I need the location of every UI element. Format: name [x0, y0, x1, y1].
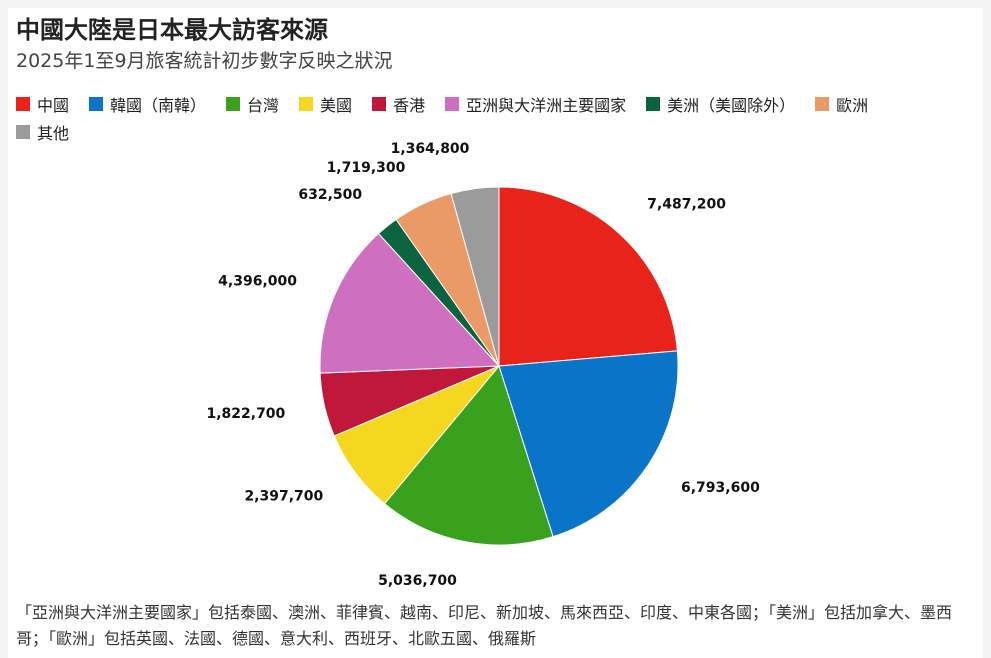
legend-item: 中國	[16, 92, 69, 116]
data-label: 5,036,700	[378, 573, 457, 589]
data-label: 7,487,200	[647, 197, 726, 213]
legend-item: 美洲（美國除外）	[646, 92, 795, 116]
data-label: 4,396,000	[218, 273, 297, 289]
legend-label: 香港	[393, 96, 426, 115]
legend-item: 歐洲	[815, 92, 868, 116]
chart: 7,487,200 6,793,600 5,036,700 2,397,700 1,82…	[206, 141, 760, 589]
legend-swatch	[646, 97, 661, 111]
legend-item: 韓國（南韓）	[89, 92, 206, 116]
data-label: 1,822,700	[206, 406, 285, 422]
legend-label: 歐洲	[836, 96, 869, 115]
legend-label: 美國	[320, 96, 353, 115]
chart-subtitle: 2025年1至9月旅客統計初步數字反映之狀況	[16, 50, 393, 72]
legend-swatch	[372, 97, 387, 111]
legend-label: 中國	[37, 96, 70, 115]
legend-label: 台灣	[247, 96, 280, 115]
data-label: 1,364,800	[391, 141, 470, 157]
legend-swatch	[815, 97, 830, 111]
legend: 中國 韓國（南韓） 台灣 美國 香港 亞洲與大洋洲主要國家 美洲（美國除外） 歐洲其他	[16, 92, 936, 144]
pie-slice	[450, 186, 500, 367]
pie-slice	[498, 186, 678, 367]
legend-item: 亞洲與大洋洲主要國家	[445, 92, 626, 116]
legend-item: 台灣	[226, 92, 279, 116]
legend-swatch	[16, 97, 30, 111]
legend-label: 其他	[37, 124, 70, 143]
pie-slice	[319, 232, 501, 374]
pie-slice	[498, 350, 679, 538]
data-label: 2,397,700	[244, 489, 323, 505]
legend-label: 韓國（南韓）	[110, 96, 207, 115]
data-label: 632,500	[298, 187, 362, 203]
legend-label: 亞洲與大洋洲主要國家	[466, 96, 627, 115]
data-label: 6,793,600	[681, 480, 760, 496]
legend-swatch	[299, 97, 314, 111]
chart-title: 中國大陸是日本最大訪客來源	[16, 16, 328, 44]
legend-swatch	[226, 97, 241, 111]
data-label: 1,719,300	[327, 160, 406, 176]
legend-swatch	[16, 125, 30, 139]
footnote: 「亞洲與大洋洲主要國家」包括泰國、澳洲、菲律賓、越南、印尼、新加坡、馬來西亞、印…	[16, 603, 953, 648]
pie-slice	[383, 364, 554, 546]
card: 中國大陸是日本最大訪客來源 2025年1至9月旅客統計初步數字反映之狀況 中國 韓…	[8, 8, 983, 658]
legend-item: 其他	[16, 120, 69, 144]
legend-swatch	[445, 97, 460, 111]
legend-swatch	[89, 97, 104, 111]
legend-item: 香港	[372, 92, 425, 116]
legend-label: 美洲（美國除外）	[667, 96, 796, 115]
legend-item: 美國	[299, 92, 352, 116]
